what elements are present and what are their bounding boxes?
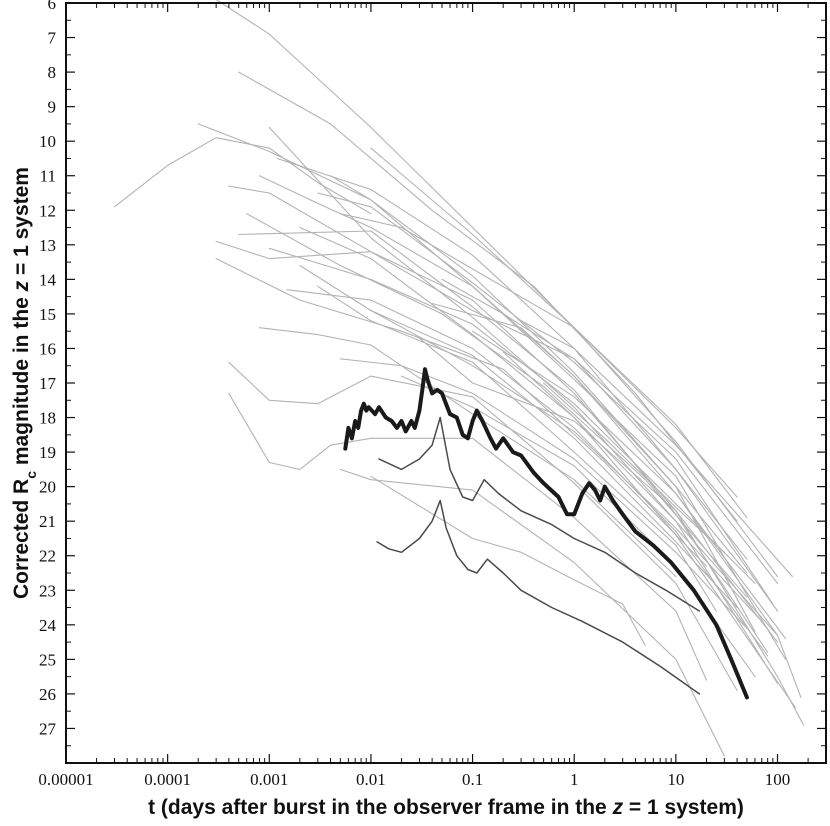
y-axis-title-subscript: c: [23, 471, 39, 479]
y-axis-title: Corrected Rc magnitude in the z = 1 syst…: [10, 167, 39, 599]
x-tick-label: 0.1: [462, 770, 483, 789]
comparison-lightcurve-11: [339, 468, 725, 757]
comparison-lightcurve-19: [370, 309, 763, 622]
comparison-lightcurve-13: [238, 230, 769, 654]
y-axis-title-middle: magnitude in the: [10, 291, 33, 471]
y-tick-label: 7: [48, 29, 57, 48]
y-tick-label: 25: [39, 650, 56, 669]
y-tick-label: 19: [39, 443, 56, 462]
x-tick-label: 100: [765, 770, 791, 789]
comparison-lightcurve-35: [246, 213, 748, 598]
y-tick-label: 15: [39, 305, 56, 324]
x-tick-label: 0.0001: [144, 770, 191, 789]
y-axis-title-suffix: = 1 system: [10, 167, 33, 281]
comparison-lightcurve-29: [472, 330, 787, 640]
y-tick-label: 12: [39, 201, 56, 220]
comparison-lightcurve-28: [370, 147, 738, 498]
x-axis-title-prefix: t (days after burst in the observer fram…: [148, 796, 612, 819]
y-tick-label: 22: [39, 547, 56, 566]
comparison-lightcurve-38: [276, 157, 748, 560]
y-tick-label: 20: [39, 478, 56, 497]
comparison-lightcurve-3: [113, 137, 372, 215]
y-tick-label: 8: [48, 63, 57, 82]
comparison-lightcurve-30: [502, 351, 779, 685]
comparison-lightcurve-37: [238, 71, 738, 522]
comparison-lightcurve-31: [520, 320, 793, 578]
y-tick-label: 9: [48, 98, 57, 117]
y-tick-label: 21: [39, 512, 56, 531]
comparison-lightcurve-10: [228, 392, 708, 681]
comparison-lightcurve-12: [370, 475, 646, 647]
comparison-lightcurve-32: [543, 382, 725, 553]
comparison-lightcurve-4: [215, 0, 748, 519]
comparison-lightcurve-15: [268, 126, 779, 636]
comparison-lightcurve-33: [339, 358, 748, 629]
x-tick-label: 10: [667, 770, 684, 789]
comparison-lightcurve-34: [286, 289, 769, 657]
x-axis-title-italic: z: [612, 796, 624, 819]
ticks-layer: 0.00001 0.0001 0.001 0.01 0.1 1 10 100 6 7 8 9 10 11 1…: [38, 0, 827, 789]
x-axis-title: t (days after burst in the observer fram…: [148, 796, 744, 819]
comparison-lightcurve-21: [441, 278, 779, 584]
highlight-lightcurve-0: [343, 367, 749, 700]
comparison-lightcurve-7: [258, 175, 787, 660]
y-tick-label: 6: [48, 0, 57, 13]
y-tick-label: 11: [40, 167, 56, 186]
series-layer: [113, 0, 805, 757]
dark-lightcurve-2: [376, 499, 701, 695]
x-tick-label: 0.001: [250, 770, 288, 789]
y-tick-label: 14: [39, 270, 57, 289]
comparison-lightcurve-24: [299, 264, 738, 609]
comparison-lightcurve-16: [317, 285, 717, 612]
dark-lightcurve-1: [378, 416, 701, 612]
y-tick-label: 13: [39, 236, 56, 255]
x-axis-title-suffix: = 1 system): [623, 796, 744, 819]
x-tick-label: 1: [570, 770, 579, 789]
comparison-lightcurve-23: [431, 302, 748, 574]
comparison-lightcurve-27: [268, 247, 756, 584]
y-tick-label: 17: [39, 374, 57, 393]
y-tick-label: 26: [39, 685, 56, 704]
comparison-lightcurve-36: [215, 258, 708, 567]
y-tick-label: 16: [39, 339, 56, 358]
y-tick-label: 23: [39, 581, 56, 600]
x-tick-label: 0.00001: [38, 770, 93, 789]
y-tick-label: 24: [39, 616, 57, 635]
y-axis-title-prefix: Corrected R: [10, 479, 33, 599]
y-axis-title-italic: z: [10, 280, 33, 292]
comparison-lightcurve-6: [215, 240, 805, 726]
y-tick-label: 10: [39, 132, 56, 151]
x-tick-label: 0.01: [356, 770, 386, 789]
y-tick-label: 18: [39, 409, 56, 428]
y-tick-label: 27: [39, 719, 57, 738]
